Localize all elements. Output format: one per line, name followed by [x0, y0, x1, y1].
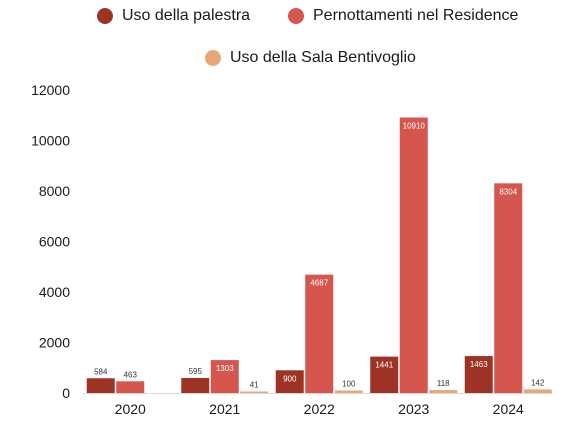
data-label: 1303 — [216, 364, 234, 373]
legend-label-palestra: Uso della palestra — [122, 7, 251, 24]
legend-label-sala: Uso della Sala Bentivoglio — [230, 49, 416, 66]
data-label: 8304 — [499, 187, 517, 196]
bar-2022-1 — [275, 370, 304, 393]
data-label: 100 — [342, 379, 356, 388]
legend-swatch-palestra — [97, 8, 113, 24]
legend-item-residence: Pernottamenti nel Residence — [288, 7, 518, 25]
legend-swatch-residence — [288, 8, 304, 24]
legend-item-sala: Uso della Sala Bentivoglio — [205, 49, 416, 67]
bar-2020-2 — [116, 381, 145, 393]
bar-2023-2 — [399, 117, 428, 394]
bar-2023-1 — [370, 356, 399, 393]
bar-2022-3 — [334, 390, 363, 393]
bar-2021-2 — [210, 360, 239, 393]
x-tick-label: 2021 — [209, 401, 240, 417]
x-tick-label: 2023 — [398, 401, 429, 417]
bar-2023-3 — [429, 390, 458, 393]
bar-2024-2 — [494, 183, 523, 393]
y-tick-label: 2000 — [39, 335, 70, 351]
y-tick-label: 6000 — [39, 234, 70, 250]
data-label: 10910 — [403, 122, 426, 131]
x-tick-label: 2022 — [304, 401, 335, 417]
x-tick-label: 2020 — [115, 401, 146, 417]
data-label: 1463 — [470, 360, 488, 369]
x-tick-label: 2024 — [493, 401, 524, 417]
bar-2022-2 — [305, 274, 334, 393]
y-tick-label: 4000 — [39, 284, 70, 300]
y-tick-label: 12000 — [31, 82, 70, 98]
data-label: 142 — [531, 378, 545, 387]
y-tick-label: 8000 — [39, 183, 70, 199]
data-label: 463 — [124, 370, 138, 379]
y-tick-label: 0 — [62, 385, 70, 401]
bar-2024-1 — [464, 356, 493, 393]
data-label: 1441 — [375, 361, 393, 370]
data-label: 595 — [189, 367, 203, 376]
legend-swatch-sala — [205, 50, 221, 66]
bar-2021-3 — [240, 391, 269, 393]
bar-2020-1 — [86, 378, 115, 393]
bar-2021-1 — [181, 377, 210, 393]
data-label: 584 — [94, 367, 108, 376]
data-label: 118 — [437, 379, 450, 388]
y-tick-label: 10000 — [31, 133, 70, 149]
data-label: 4687 — [310, 279, 328, 288]
bar-2024-3 — [523, 389, 552, 393]
data-label: 900 — [283, 374, 297, 383]
legend-item-palestra: Uso della palestra — [97, 7, 250, 25]
legend-label-residence: Pernottamenti nel Residence — [313, 7, 519, 24]
data-label: 41 — [250, 381, 259, 390]
